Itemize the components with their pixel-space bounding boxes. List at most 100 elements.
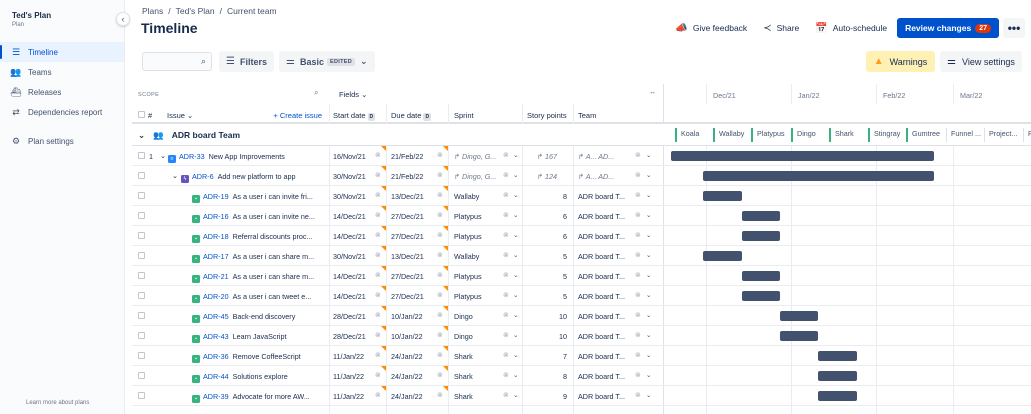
sprint-value[interactable]: Shark (454, 372, 473, 381)
clear-icon[interactable]: ⊗ (635, 212, 641, 219)
sprint-chip[interactable]: Koala (675, 128, 707, 142)
start-date-value[interactable]: 28/Dec/21 (333, 332, 366, 341)
story-points-value[interactable]: 10 (559, 312, 567, 321)
table-row[interactable]: ▪ ADR-45 Back-end discovery 28/Dec/21 ⊗ 10/J… (132, 306, 1031, 326)
story-points-value[interactable]: 5 (563, 292, 567, 301)
team-value[interactable]: ADR board T... (578, 352, 626, 361)
row-checkbox[interactable] (138, 232, 145, 239)
row-checkbox[interactable] (138, 372, 145, 379)
clear-icon[interactable]: ⊗ (437, 372, 443, 379)
schedule-bar[interactable] (741, 291, 780, 301)
schedule-bar[interactable] (741, 271, 780, 281)
auto-schedule-button[interactable]: 📅 Auto-schedule (809, 18, 893, 38)
clear-icon[interactable]: ⊗ (375, 152, 381, 159)
row-checkbox[interactable] (138, 392, 145, 399)
clear-icon[interactable]: ⊗ (635, 292, 641, 299)
table-row[interactable]: ▪ ADR-44 Solutions explore 11/Jan/22 ⊗ 24/Ja… (132, 366, 1031, 386)
team-group-row[interactable]: ⌄ 👥 ADR board Team Koala Wallaby Platypus … (132, 124, 1031, 146)
clear-icon[interactable]: ⊗ (503, 152, 509, 159)
select-all-checkbox[interactable] (138, 111, 145, 118)
sprint-chip[interactable]: P (1023, 128, 1031, 142)
table-row[interactable]: ▪ ADR-17 As a user i can share m... 30/Nov… (132, 246, 1031, 266)
due-date-value[interactable]: 27/Dec/21 (391, 232, 424, 241)
clear-icon[interactable]: ⊗ (437, 292, 443, 299)
clear-icon[interactable]: ⊗ (437, 392, 443, 399)
sprint-chip[interactable]: Project... (984, 128, 1021, 142)
clear-icon[interactable]: ⊗ (503, 192, 509, 199)
issue-cell[interactable]: ▪ ADR-16 As a user i can invite ne... (192, 212, 324, 223)
sprint-value[interactable]: ↱ Dingo, G... (454, 152, 497, 161)
clear-icon[interactable]: ⊗ (503, 392, 509, 399)
issue-cell[interactable]: ▪ ADR-18 Referral discounts proc... (192, 232, 324, 243)
team-value[interactable]: ADR board T... (578, 192, 626, 201)
clear-icon[interactable]: ⊗ (375, 172, 381, 179)
schedule-bar[interactable] (703, 171, 934, 181)
sidebar-item-plan-settings[interactable]: ⚙ Plan settings (0, 131, 124, 151)
clear-icon[interactable]: ⊗ (635, 312, 641, 319)
filters-button[interactable]: ☰ Filters (219, 51, 274, 72)
sprint-chip[interactable]: Funnel ... (946, 128, 982, 142)
clear-icon[interactable]: ⊗ (437, 352, 443, 359)
schedule-bar[interactable] (780, 311, 819, 321)
schedule-bar[interactable] (741, 211, 780, 221)
team-value[interactable]: ADR board T... (578, 332, 626, 341)
start-date-value[interactable]: 14/Dec/21 (333, 292, 366, 301)
chevron-down-icon[interactable]: ⌄ (513, 292, 519, 299)
clear-icon[interactable]: ⊗ (635, 232, 641, 239)
team-value[interactable]: ↱ A... AD... (578, 152, 615, 161)
chevron-down-icon[interactable]: ⌄ (160, 151, 167, 160)
chevron-down-icon[interactable]: ⌄ (646, 332, 652, 339)
issue-cell[interactable]: ▪ ADR-19 As a user i can invite fri... (192, 192, 324, 203)
due-date-value[interactable]: 24/Jan/22 (391, 392, 423, 401)
sidebar-item-timeline[interactable]: ☰ Timeline (0, 42, 124, 62)
sprint-value[interactable]: Shark (454, 352, 473, 361)
sprint-chip[interactable]: Gumtree (906, 128, 943, 142)
issue-cell[interactable]: ▪ ADR-36 Remove CoffeeScript (192, 352, 324, 363)
view-settings-button[interactable]: ⚌ View settings (940, 51, 1022, 72)
clear-icon[interactable]: ⊗ (437, 172, 443, 179)
start-date-value[interactable]: 30/Nov/21 (333, 192, 366, 201)
sprint-chip[interactable]: Dingo (791, 128, 823, 142)
issue-key[interactable]: ADR-21 (203, 272, 229, 281)
chevron-down-icon[interactable]: ⌄ (513, 352, 519, 359)
row-checkbox[interactable] (138, 292, 145, 299)
table-row[interactable]: 1 ⌄ ≡ ADR-33 New App Improvements 16/Nov/21 ⊗… (132, 146, 1031, 166)
clear-icon[interactable]: ⊗ (375, 212, 381, 219)
clear-icon[interactable]: ⊗ (503, 232, 509, 239)
issue-key[interactable]: ADR-20 (203, 292, 229, 301)
issue-key[interactable]: ADR-17 (203, 252, 229, 261)
chevron-down-icon[interactable]: ⌄ (646, 252, 652, 259)
clear-icon[interactable]: ⊗ (635, 252, 641, 259)
issue-cell[interactable]: ▪ ADR-20 As a user i can tweet e... (192, 292, 324, 303)
start-date-value[interactable]: 11/Jan/22 (333, 372, 365, 381)
team-value[interactable]: ADR board T... (578, 252, 626, 261)
sprint-chip[interactable]: Shark (829, 128, 865, 142)
chevron-down-icon[interactable]: ⌄ (513, 232, 519, 239)
clear-icon[interactable]: ⊗ (635, 152, 641, 159)
sidebar-item-releases[interactable]: ⛴ Releases (0, 82, 124, 102)
sprint-header[interactable]: Sprint (454, 111, 474, 120)
clear-icon[interactable]: ⊗ (375, 312, 381, 319)
due-date-value[interactable]: 10/Jan/22 (391, 332, 423, 341)
clear-icon[interactable]: ⊗ (437, 252, 443, 259)
issue-cell[interactable]: ▪ ADR-21 As a user i can share m... (192, 272, 324, 283)
schedule-bar[interactable] (818, 371, 857, 381)
sidebar-item-teams[interactable]: 👥 Teams (0, 62, 124, 82)
due-date-header[interactable]: Due date D (391, 111, 432, 121)
row-checkbox[interactable] (138, 332, 145, 339)
due-date-value[interactable]: 27/Dec/21 (391, 212, 424, 221)
search-icon[interactable]: ⌕ (314, 88, 319, 97)
clear-icon[interactable]: ⊗ (503, 212, 509, 219)
search-icon[interactable]: ⌕ (200, 56, 206, 66)
clear-icon[interactable]: ⊗ (635, 172, 641, 179)
sprint-chip[interactable]: Wallaby (713, 128, 750, 142)
table-row[interactable]: ▪ ADR-39 Advocate for more AW... 11/Jan/22… (132, 386, 1031, 406)
clear-icon[interactable]: ⊗ (437, 332, 443, 339)
issue-cell[interactable]: ≡ ADR-33 New App Improvements (168, 152, 318, 163)
team-value[interactable]: ADR board T... (578, 292, 626, 301)
row-checkbox[interactable] (138, 172, 145, 179)
row-checkbox[interactable] (138, 272, 145, 279)
story-points-value[interactable]: 8 (563, 192, 567, 201)
clear-icon[interactable]: ⊗ (375, 232, 381, 239)
start-date-value[interactable]: 14/Dec/21 (333, 212, 366, 221)
